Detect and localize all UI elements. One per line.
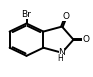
Text: Br: Br	[22, 10, 31, 19]
Text: O: O	[82, 35, 90, 44]
Text: N: N	[59, 48, 65, 57]
Text: H: H	[58, 54, 64, 63]
Text: O: O	[62, 12, 69, 21]
